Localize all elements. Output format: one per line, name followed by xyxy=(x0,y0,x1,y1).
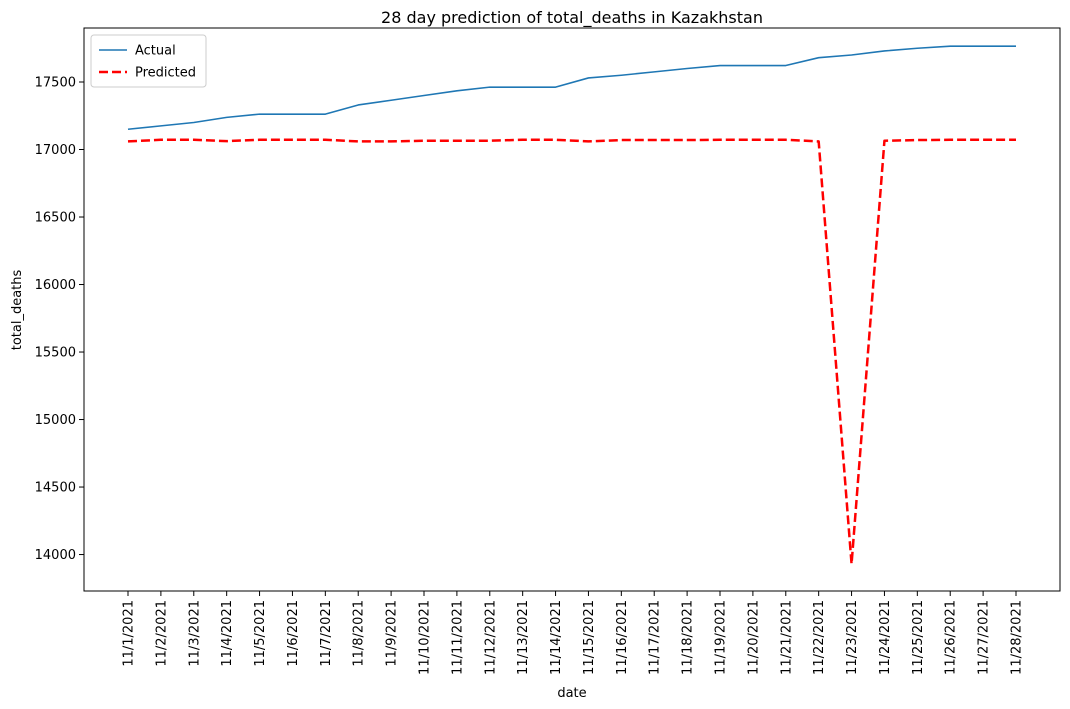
x-tick-label: 11/8/2021 xyxy=(352,600,367,667)
x-tick-label: 11/6/2021 xyxy=(286,600,301,667)
x-tick-label: 11/22/2021 xyxy=(812,600,827,675)
plot-area xyxy=(83,27,1061,592)
x-tick-label: 11/25/2021 xyxy=(911,600,926,675)
x-tick-label: 11/20/2021 xyxy=(746,600,761,675)
y-axis-label: total_deaths xyxy=(10,270,25,351)
x-tick-label: 11/24/2021 xyxy=(878,600,893,675)
y-tick-label: 16000 xyxy=(35,278,76,293)
legend-box xyxy=(90,34,207,88)
y-axis: 14000 14500 15000 15500 16000 16500 17000 17500 xyxy=(35,76,84,563)
x-tick-label: 11/4/2021 xyxy=(220,600,235,667)
x-tick-label: 11/16/2021 xyxy=(615,600,630,675)
chart-title: 28 day prediction of total_deaths in Kaz… xyxy=(381,8,763,28)
x-tick-label: 11/9/2021 xyxy=(385,600,400,667)
legend-label-actual: Actual xyxy=(135,44,176,59)
x-tick-label: 11/27/2021 xyxy=(977,600,992,675)
x-tick-label: 11/1/2021 xyxy=(122,600,137,667)
series-line-actual xyxy=(127,45,1016,131)
legend: Actual Predicted xyxy=(90,34,207,88)
legend-label-predicted: Predicted xyxy=(135,66,196,81)
x-tick-label: 11/7/2021 xyxy=(319,600,334,667)
x-tick-label: 11/12/2021 xyxy=(483,600,498,675)
y-tick-label: 14000 xyxy=(35,548,76,563)
x-tick-label: 11/3/2021 xyxy=(187,600,202,667)
x-tick-label: 11/28/2021 xyxy=(1010,600,1025,675)
x-tick-label: 11/17/2021 xyxy=(648,600,663,675)
x-tick-label: 11/15/2021 xyxy=(582,600,597,675)
y-tick-label: 15000 xyxy=(35,413,76,428)
x-tick-label: 11/5/2021 xyxy=(253,600,268,667)
x-tick-label: 11/19/2021 xyxy=(714,600,729,675)
x-tick-label: 11/23/2021 xyxy=(845,600,860,675)
x-tick-label: 11/26/2021 xyxy=(944,600,959,675)
y-tick-label: 17500 xyxy=(35,76,76,91)
x-tick-label: 11/13/2021 xyxy=(516,600,531,675)
series-line-predicted xyxy=(127,138,1016,566)
y-tick-label: 16500 xyxy=(35,211,76,226)
x-tick-label: 11/10/2021 xyxy=(418,600,433,675)
x-tick-label: 11/18/2021 xyxy=(681,600,696,675)
y-tick-label: 14500 xyxy=(35,481,76,496)
x-tick-label: 11/21/2021 xyxy=(779,600,794,675)
x-tick-label: 11/2/2021 xyxy=(154,600,169,667)
x-axis: 11/1/2021 11/2/2021 11/3/2021 11/4/2021 11/5… xyxy=(122,591,1025,675)
y-tick-label: 17000 xyxy=(35,143,76,158)
x-axis-label: date xyxy=(557,686,586,701)
x-tick-label: 11/14/2021 xyxy=(549,600,564,675)
series-lines xyxy=(127,45,1016,566)
x-tick-label: 11/11/2021 xyxy=(450,600,465,675)
y-tick-label: 15500 xyxy=(35,346,76,361)
